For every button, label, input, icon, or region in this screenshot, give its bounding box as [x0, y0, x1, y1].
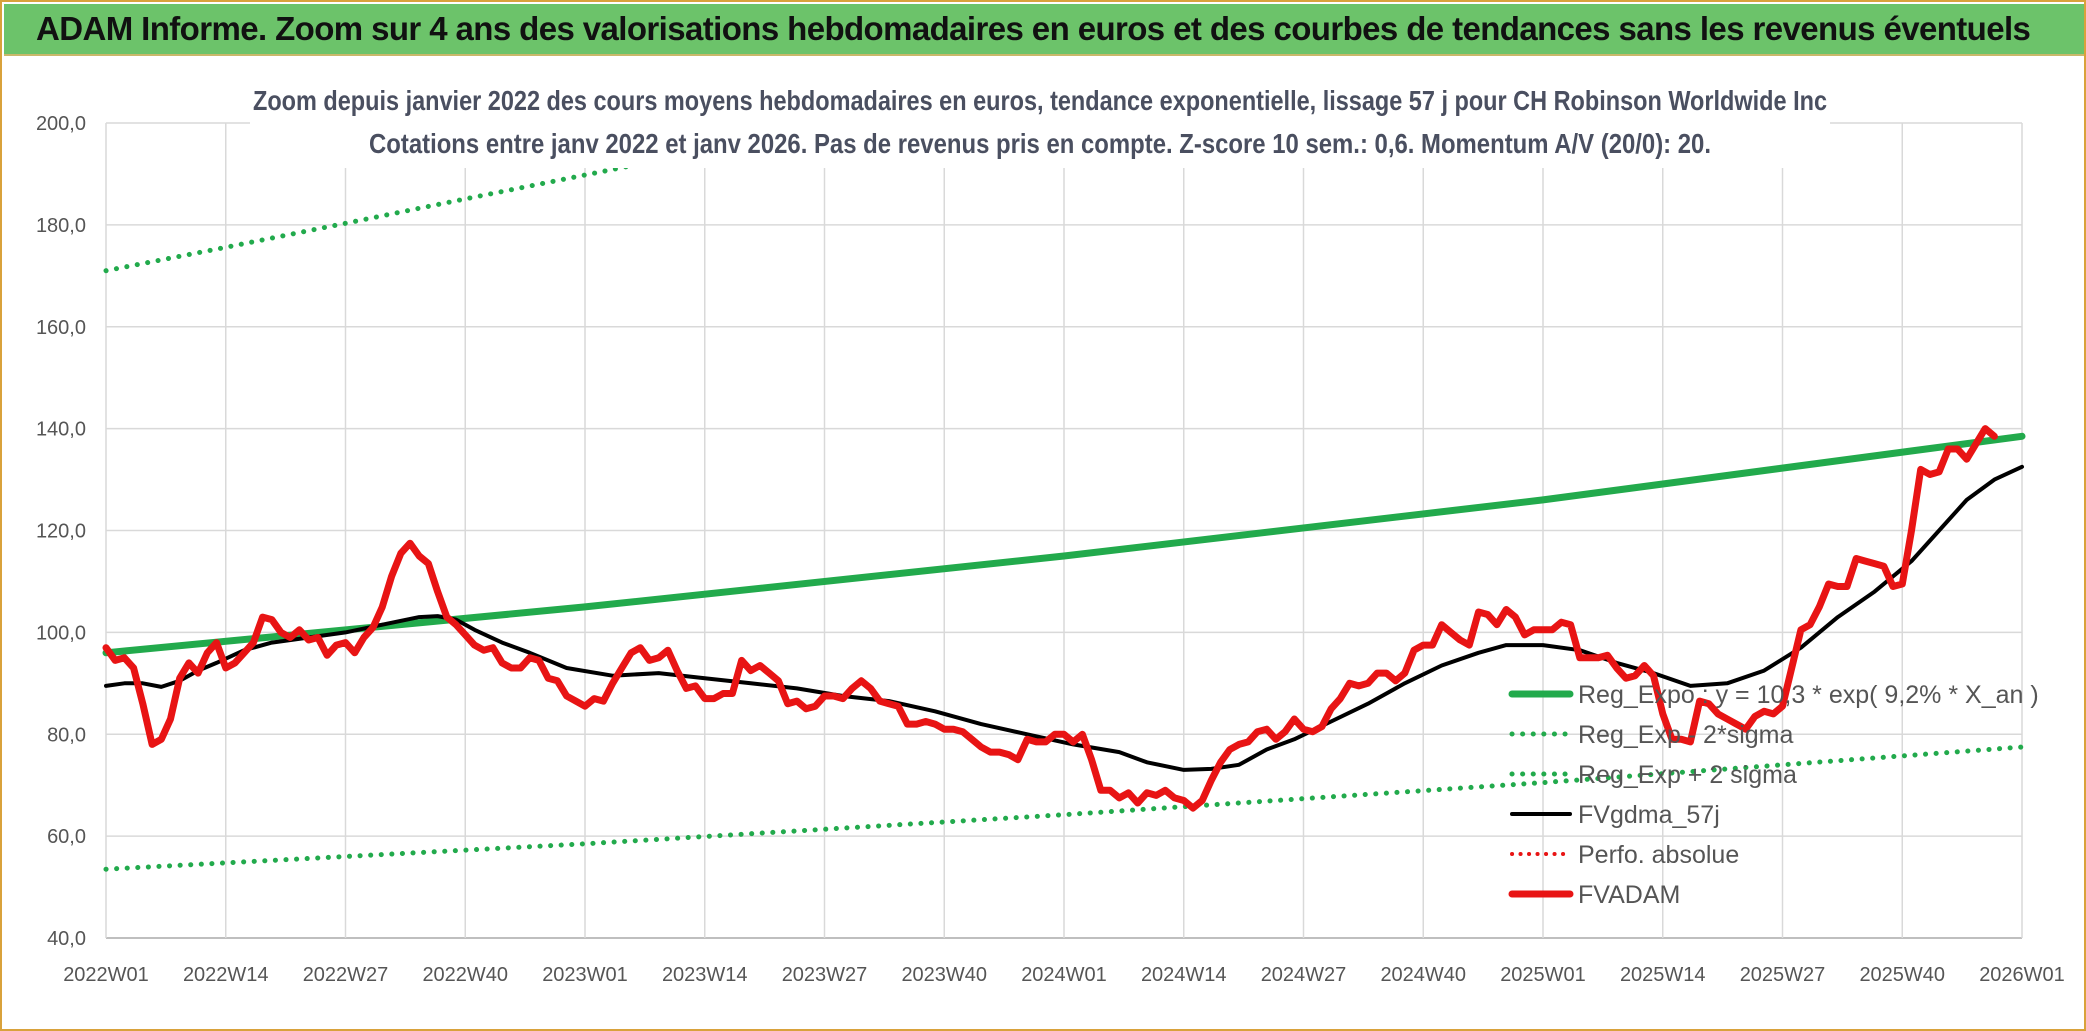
y-tick-label: 80,0: [47, 724, 86, 746]
x-tick-label: 2022W40: [422, 964, 508, 986]
series-fvadam-line: [102, 425, 1998, 812]
report-banner: ADAM Informe. Zoom sur 4 ans des valoris…: [4, 4, 2084, 56]
y-tick-label: 100,0: [36, 622, 86, 644]
chart-title-line-1: Zoom depuis janvier 2022 des cours moyen…: [253, 85, 1827, 116]
y-tick-label: 200,0: [36, 113, 86, 135]
y-tick-label: 160,0: [36, 317, 86, 339]
x-tick-label: 2023W14: [662, 964, 748, 986]
legend-label-fvgdma-57j: FVgdma_57j: [1578, 801, 1720, 829]
y-axis: 40,0 60,0 80,0 100,0 120,0 140,0 160,0 180,0 200…: [36, 113, 86, 950]
chart-series: [102, 120, 2026, 872]
series-reg-exp-2-sigma-line: [103, 744, 2025, 872]
legend-label-perfo-absolue: Perfo. absolue: [1578, 841, 1739, 869]
report-title: ADAM Informe. Zoom sur 4 ans des valoris…: [36, 10, 2031, 47]
y-tick-label: 180,0: [36, 215, 86, 237]
x-tick-label: 2024W01: [1021, 964, 1107, 986]
series-reg-expo-y-10-3-exp-9-2-x-an-line: [102, 432, 2026, 657]
chart-gridlines: [105, 122, 2023, 939]
x-tick-label: 2024W27: [1261, 964, 1347, 986]
x-tick-label: 2024W40: [1380, 964, 1466, 986]
x-tick-label: 2025W01: [1500, 964, 1586, 986]
x-tick-label: 2023W27: [782, 964, 868, 986]
x-tick-label: 2022W27: [303, 964, 389, 986]
y-tick-label: 120,0: [36, 521, 86, 543]
x-tick-label: 2022W14: [183, 964, 269, 986]
y-tick-label: 40,0: [47, 928, 86, 950]
x-tick-label: 2022W01: [63, 964, 149, 986]
x-tick-label: 2023W01: [542, 964, 628, 986]
chart-title-background: [250, 78, 1830, 168]
x-tick-label: 2025W14: [1620, 964, 1706, 986]
legend-label-reg-exp-2-sigma: Reg_Exp + 2 sigma: [1578, 761, 1797, 789]
legend-label-fvadam: FVADAM: [1578, 881, 1680, 909]
y-tick-label: 60,0: [47, 826, 86, 848]
x-tick-label: 2026W01: [1979, 964, 2065, 986]
legend-label-reg-exp-2-sigma: Reg_Exp - 2*sigma: [1578, 721, 1793, 749]
x-tick-label: 2023W40: [901, 964, 987, 986]
legend-label-reg-expo-y-10-3-exp-9-2-x-an: Reg_Expo : y = 10,3 * exp( 9,2% * X_an ): [1578, 681, 2039, 709]
x-tick-label: 2025W27: [1740, 964, 1826, 986]
y-tick-label: 140,0: [36, 419, 86, 441]
x-axis: 2022W01 2022W14 2022W27 2022W40 2023W01 2023W…: [63, 964, 2065, 986]
chart-legend: Reg_Expo : y = 10,3 * exp( 9,2% * X_an )…: [1508, 681, 2039, 909]
x-tick-label: 2025W40: [1859, 964, 1945, 986]
chart-title-line-2: Cotations entre janv 2022 et janv 2026. …: [369, 128, 1711, 159]
x-tick-label: 2024W14: [1141, 964, 1227, 986]
